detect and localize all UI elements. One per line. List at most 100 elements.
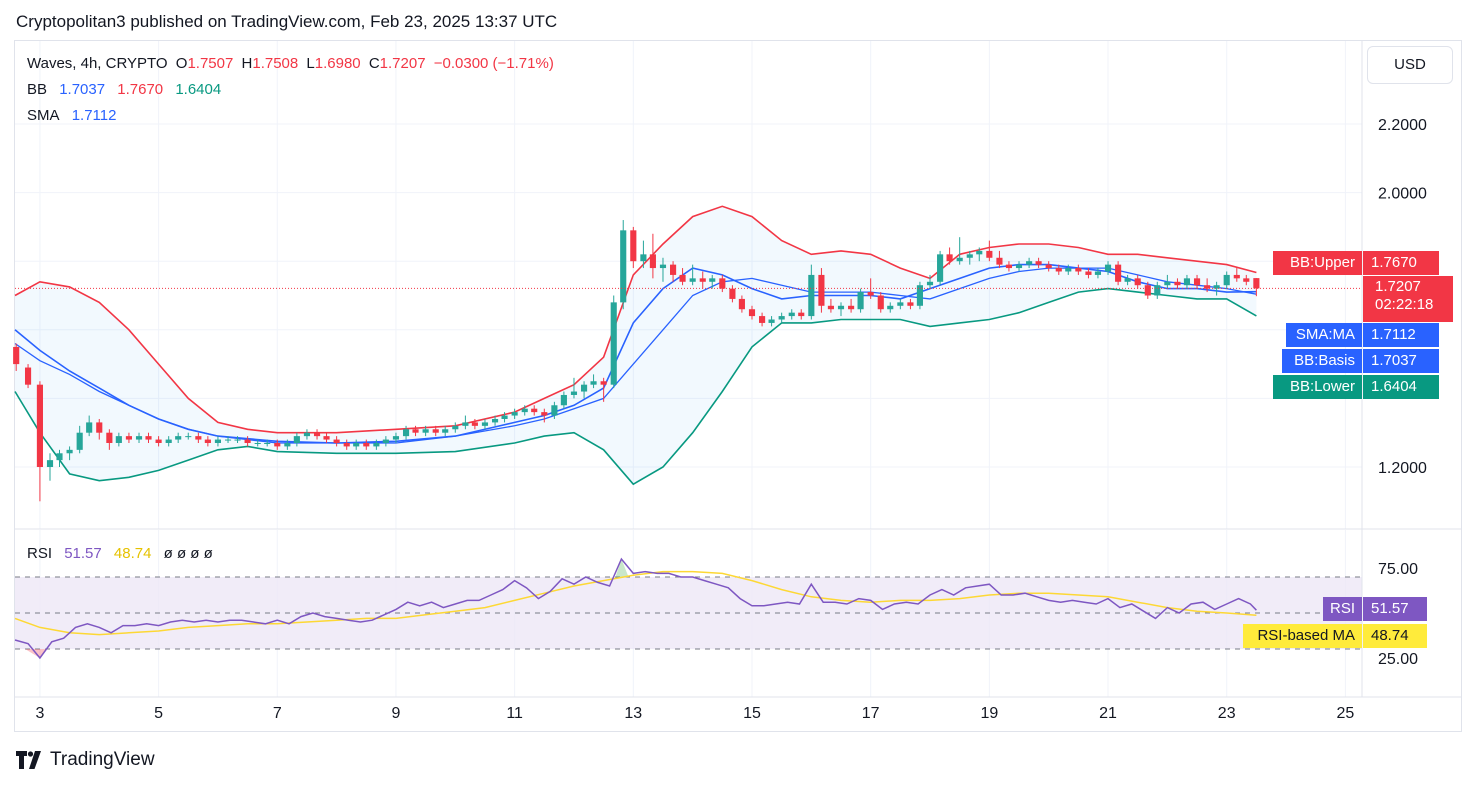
time-tick-label: 21: [1099, 705, 1117, 722]
candles: [13, 220, 1260, 502]
footer-brand[interactable]: TradingView: [16, 749, 155, 771]
last-price-tag: 1.7207 02:22:18: [1363, 276, 1453, 322]
candle-body: [1094, 271, 1102, 275]
candle-body: [620, 230, 627, 303]
candle-body: [897, 302, 904, 306]
rsi-line: [14, 557, 1257, 660]
bb-lower-value: 1.6404: [175, 81, 222, 98]
candle-body: [1015, 264, 1023, 269]
candle-body: [590, 381, 597, 385]
sma-legend[interactable]: SMA 1.7112: [27, 107, 120, 124]
sma-line: [14, 263, 1257, 444]
candle-body: [462, 422, 469, 426]
candle-body: [926, 281, 934, 286]
close-value: 1.7207: [379, 55, 426, 72]
change-value: −0.0300 (−1.71%): [433, 55, 554, 72]
bb-basis-value: 1.7037: [59, 81, 106, 98]
candle-body: [1124, 278, 1131, 282]
candle-body: [432, 429, 439, 433]
time-tick-label: 3: [35, 705, 44, 722]
bb-upper-line: [14, 205, 1257, 434]
bb-legend[interactable]: BB 1.7037 1.7670 1.6404: [27, 81, 225, 98]
candle-body: [1223, 274, 1230, 286]
tradingview-logo-icon: [16, 751, 44, 769]
bb-upper-value: 1.7670: [117, 81, 164, 98]
bb-band-fill: [15, 206, 1257, 485]
candle-body: [313, 432, 321, 437]
candle-body: [46, 460, 54, 467]
candle-body: [333, 439, 340, 443]
candle-body: [115, 436, 122, 443]
candle-body: [867, 292, 874, 296]
bb-lower-tag-label: BB:Lower: [1273, 375, 1362, 399]
candle-body: [976, 250, 983, 255]
candle-body: [679, 274, 686, 282]
symbol-label[interactable]: Waves, 4h, CRYPTO: [27, 55, 168, 72]
price-tick-label: 1.2000: [1378, 460, 1427, 477]
candle-body: [551, 405, 558, 416]
sma-tag-label: SMA:MA: [1286, 323, 1362, 347]
candle-body: [491, 418, 499, 423]
bb-fill: [15, 206, 1257, 485]
candle-body: [541, 412, 548, 416]
candle-body: [363, 442, 370, 447]
candle-body: [353, 442, 360, 447]
publisher-header: Cryptopolitan3 published on TradingView.…: [16, 12, 558, 31]
candle-body: [649, 254, 656, 269]
candle-body: [185, 436, 192, 438]
candle-body: [759, 316, 766, 323]
time-tick-label: 25: [1336, 705, 1354, 722]
candle-body: [373, 442, 380, 447]
bb-basis-tag-label: BB:Basis: [1282, 349, 1362, 373]
currency-button[interactable]: USD: [1367, 46, 1453, 84]
candle-body: [778, 316, 785, 320]
candle-body: [630, 230, 637, 262]
chart-frame: [14, 40, 1462, 732]
candle-body: [1035, 261, 1042, 265]
time-tick-label: 7: [273, 705, 282, 722]
candle-body: [422, 429, 429, 433]
candle-body: [748, 309, 756, 317]
footer-brand-label: TradingView: [50, 749, 155, 770]
time-tick-label: 23: [1218, 705, 1236, 722]
candle-body: [719, 278, 726, 289]
candle-body: [689, 278, 696, 282]
candle-body: [570, 391, 578, 395]
candle-body: [560, 394, 567, 406]
axes: 2.2000 2.0000 1.2000 3 5 7 9 11 13 15 17 19 21 23 25 75…: [15, 41, 1461, 722]
candle-body: [1045, 264, 1052, 269]
time-tick-label: 13: [624, 705, 642, 722]
candle-body: [1005, 264, 1012, 269]
candle-body: [412, 429, 419, 433]
low-value: 1.6980: [314, 55, 361, 72]
rsi-label: RSI: [27, 545, 53, 562]
bar-countdown: 02:22:18: [1375, 296, 1434, 313]
rsi-overbought-fill: [615, 559, 629, 577]
candle-body: [13, 346, 20, 365]
rsi-legend[interactable]: RSI 51.57 48.74 ø ø ø ø: [27, 545, 217, 562]
time-tick-label: 11: [506, 705, 523, 722]
high-value: 1.7508: [252, 55, 299, 72]
candle-body: [36, 384, 43, 467]
candle-body: [1026, 261, 1033, 265]
price-tick-label: 2.2000: [1378, 117, 1427, 134]
candle-body: [1164, 281, 1171, 286]
ohlc-legend: Waves, 4h, CRYPTO O1.7507 H1.7508 L1.698…: [27, 55, 558, 72]
candle-body: [471, 422, 478, 426]
candle-body: [877, 295, 884, 310]
candle-body: [234, 439, 241, 441]
candle-body: [1233, 274, 1240, 279]
candle-body: [135, 436, 143, 440]
candle-body: [1253, 278, 1260, 289]
candle-body: [145, 436, 152, 440]
candle-body: [442, 429, 449, 433]
bb-label: BB: [27, 81, 48, 98]
price-tick-label: 2.0000: [1378, 186, 1427, 203]
rsi-tick-label: 25.00: [1378, 651, 1418, 668]
time-tick-label: 15: [743, 705, 761, 722]
candle-body: [818, 274, 825, 306]
candle-body: [224, 439, 232, 441]
candle-body: [729, 288, 736, 299]
candle-body: [254, 442, 261, 444]
